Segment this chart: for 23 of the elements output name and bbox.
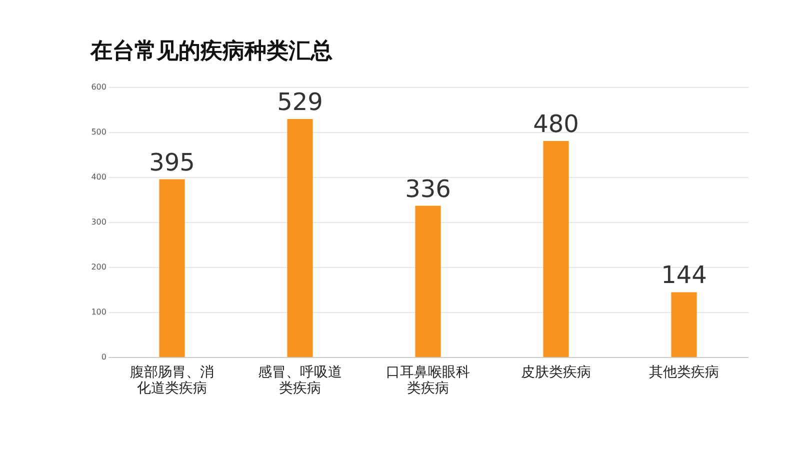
y-tick-label: 200 [91, 262, 106, 272]
y-tick-label: 300 [91, 218, 106, 226]
x-tick-label: 口耳鼻喉眼科类疾病 [386, 364, 470, 396]
data-label: 529 [277, 88, 323, 116]
data-label: 144 [661, 261, 707, 290]
bar [415, 206, 441, 357]
data-label: 336 [405, 174, 451, 203]
bar [671, 292, 697, 357]
y-tick-label: 500 [91, 128, 106, 136]
y-tick-label: 400 [91, 172, 106, 182]
bar [159, 179, 185, 357]
x-tick-label: 腹部肠胃、消化道类疾病 [130, 364, 214, 396]
y-tick-label: 100 [91, 308, 106, 316]
x-tick-label: 皮肤类疾病 [521, 364, 591, 380]
bar [543, 141, 569, 357]
y-tick-label: 0 [101, 352, 106, 362]
chart-title: 在台常见的疾病种类汇总 [90, 39, 333, 64]
bar [287, 118, 313, 357]
x-tick-label: 其他类疾病 [649, 364, 719, 380]
data-label: 480 [533, 110, 579, 138]
x-tick-label: 感冒、呼吸道类疾病 [258, 364, 342, 396]
y-tick-label: 600 [91, 82, 106, 92]
data-label: 395 [149, 148, 195, 176]
